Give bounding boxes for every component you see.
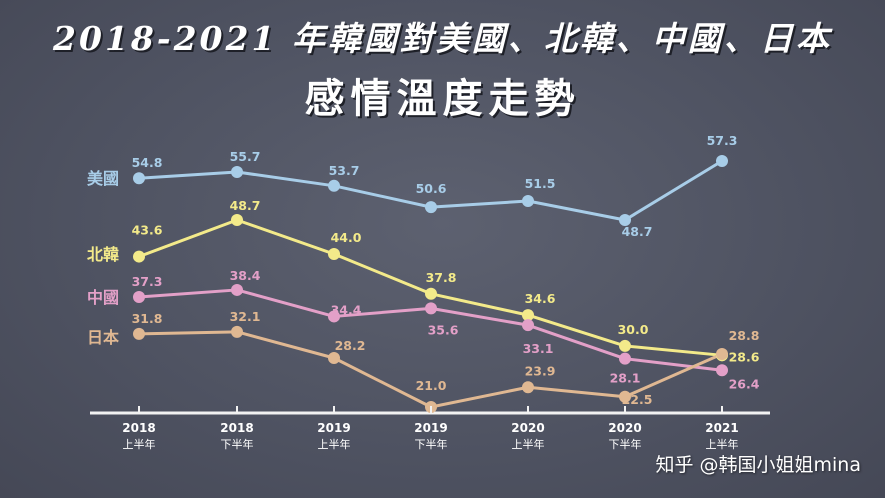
data-point [328, 179, 340, 192]
data-label: 21.0 [416, 378, 447, 393]
data-point [425, 302, 437, 315]
x-tick-label-year: 2019 [317, 421, 350, 435]
data-label: 57.3 [707, 133, 738, 148]
data-point [425, 287, 437, 300]
data-label: 55.7 [230, 149, 261, 164]
data-point [522, 381, 534, 394]
data-label: 28.1 [610, 371, 641, 386]
chart-title-line2: 感情溫度走勢 [304, 75, 581, 122]
x-tick-label-half: 上半年 [512, 437, 545, 451]
data-point [716, 364, 728, 377]
data-point [716, 155, 728, 167]
x-tick-label-year: 2021 [705, 421, 738, 435]
data-point [619, 390, 631, 403]
data-label: 35.6 [428, 322, 459, 337]
data-label: 30.0 [618, 322, 649, 337]
data-point [231, 166, 243, 178]
data-point [328, 352, 340, 364]
data-point [328, 248, 340, 260]
data-point [619, 214, 631, 226]
legend-label: 中國 [87, 288, 119, 307]
data-label: 32.1 [230, 309, 261, 324]
data-point [716, 347, 728, 360]
data-point [619, 352, 631, 365]
data-label: 34.4 [331, 302, 362, 317]
data-point [133, 327, 145, 340]
data-point [619, 339, 631, 352]
data-label: 28.8 [729, 328, 760, 343]
data-label: 43.6 [132, 223, 163, 238]
x-tick-label-year: 2018 [122, 421, 155, 435]
data-label: 50.6 [416, 181, 447, 196]
x-tick-label-year: 2020 [608, 421, 641, 435]
data-label: 38.4 [230, 268, 261, 283]
chart-title-line1: 2018-2021 年韓國對美國、北韓、中國、日本 [53, 19, 832, 58]
x-tick-label-half: 下半年 [221, 437, 254, 451]
data-point [231, 325, 243, 338]
x-tick-label-year: 2020 [511, 421, 544, 435]
watermark: 知乎 @韩国小姐姐mina [655, 454, 861, 476]
x-tick-label-half: 上半年 [123, 437, 156, 451]
data-label: 48.7 [622, 224, 653, 239]
x-tick-label-half: 上半年 [706, 437, 739, 451]
data-point [522, 309, 534, 322]
legend-label: 日本 [87, 328, 119, 347]
data-label: 37.8 [426, 270, 457, 285]
data-point [231, 214, 243, 226]
data-point [328, 310, 340, 323]
data-label: 34.6 [525, 291, 556, 306]
data-label: 44.0 [331, 230, 362, 245]
x-tick-label-half: 上半年 [318, 437, 351, 451]
x-tick-label-year: 2019 [414, 421, 447, 435]
x-tick-label-half: 下半年 [609, 437, 642, 451]
x-tick-label-half: 下半年 [415, 437, 448, 451]
legend-label: 美國 [87, 169, 119, 188]
legend-label: 北韓 [87, 245, 119, 264]
data-label: 28.2 [335, 338, 366, 353]
data-point [425, 201, 437, 214]
data-label: 48.7 [230, 198, 261, 213]
data-point [231, 283, 243, 296]
data-point [522, 319, 534, 332]
data-label: 28.6 [729, 349, 760, 364]
data-label: 26.4 [729, 376, 760, 391]
data-label: 31.8 [132, 311, 163, 326]
data-point [133, 291, 145, 303]
data-label: 37.3 [132, 274, 163, 289]
data-label: 54.8 [132, 155, 163, 170]
data-label: 51.5 [525, 176, 556, 191]
x-tick-label-year: 2018 [220, 421, 253, 435]
data-label: 53.7 [329, 163, 360, 178]
data-label: 23.9 [525, 363, 556, 378]
data-point [522, 195, 534, 207]
data-label: 33.1 [523, 341, 554, 356]
data-label: 22.5 [622, 392, 653, 407]
data-point [133, 172, 145, 185]
data-point [133, 250, 145, 263]
